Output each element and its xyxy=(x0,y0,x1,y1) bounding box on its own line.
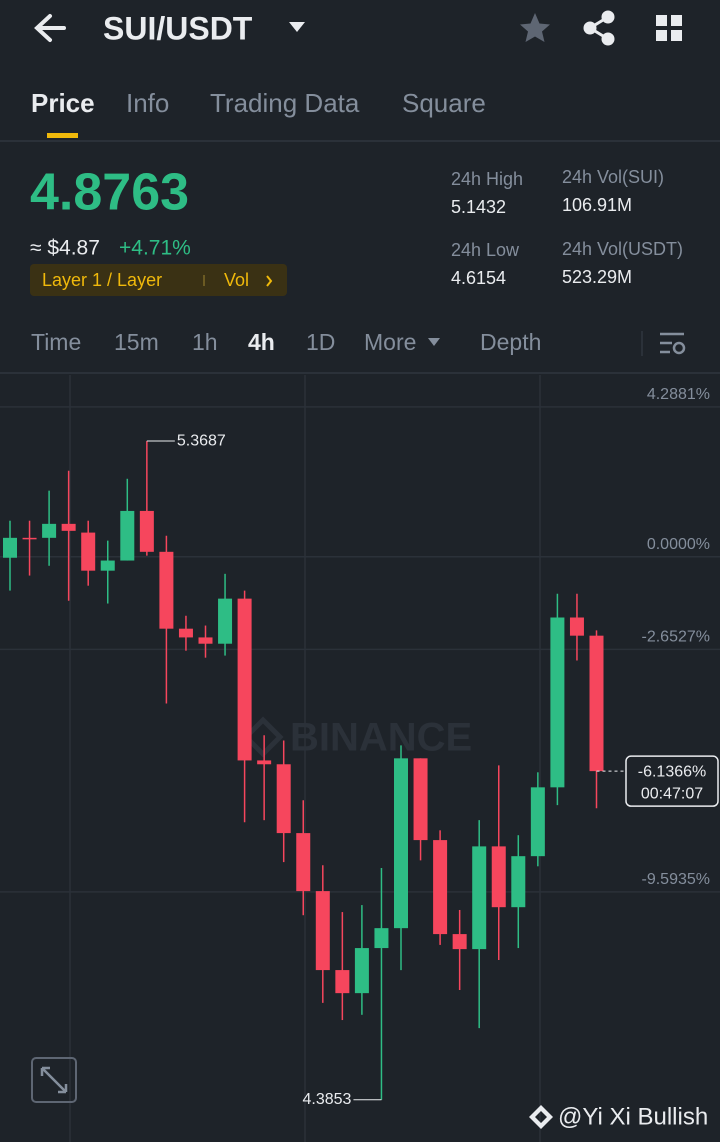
y-tick-label: -9.5935% xyxy=(642,871,711,888)
interval[interactable]: Time xyxy=(31,329,81,355)
candle-body xyxy=(81,532,96,571)
stat-value: 523.29M xyxy=(562,267,632,287)
candle-body xyxy=(569,617,584,636)
credit-logo xyxy=(529,1105,553,1129)
watermark-logo xyxy=(242,716,284,758)
candle-body xyxy=(589,635,604,772)
candle-body xyxy=(452,934,467,950)
candle-body xyxy=(491,846,506,908)
tab[interactable]: Square xyxy=(402,88,486,118)
stat-label: 24h High xyxy=(451,169,523,189)
current-price-box xyxy=(625,755,719,807)
pair-title[interactable]: SUI/USDT xyxy=(103,10,253,46)
candlestick-chart: 4.2881% 0.0000% -2.6527% -9.5935% 5.3687 4.38… xyxy=(0,386,720,1108)
tag-text[interactable]: Layer 1 / Layer xyxy=(42,270,162,290)
interval-active[interactable]: 4h xyxy=(248,329,275,355)
vertical-grid xyxy=(69,375,541,1142)
fullscreen-button[interactable] xyxy=(31,1057,77,1103)
candle-body xyxy=(100,560,115,571)
candle-body xyxy=(42,523,57,538)
back-button[interactable] xyxy=(34,14,66,42)
fullscreen-icon xyxy=(40,1066,68,1094)
more-dropdown[interactable] xyxy=(428,338,440,346)
price-change: +4.71% xyxy=(119,237,191,260)
interval[interactable]: 15m xyxy=(114,329,159,355)
candle-body xyxy=(61,523,76,531)
share-icon[interactable] xyxy=(583,10,615,46)
y-tick-label: 0.0000% xyxy=(647,536,710,553)
y-tick-label: -2.6527% xyxy=(642,629,711,646)
candle-body xyxy=(354,948,369,994)
candle-body xyxy=(472,846,487,950)
tab[interactable]: Price xyxy=(31,88,95,118)
candle-body xyxy=(139,510,154,552)
candle-body xyxy=(413,758,428,841)
candle-body xyxy=(511,856,526,908)
max-label: 5.3687 xyxy=(177,432,226,449)
stat-value: 5.1432 xyxy=(451,197,506,217)
candle-body xyxy=(530,787,545,857)
fiat-price: ≈ $4.87 xyxy=(30,237,100,260)
candle-body xyxy=(198,637,213,644)
min-label: 4.3853 xyxy=(303,1091,352,1108)
pair-dropdown[interactable] xyxy=(289,22,305,32)
tag-chevron xyxy=(266,275,273,287)
menu-icon[interactable] xyxy=(656,15,682,41)
interval[interactable]: Depth xyxy=(480,329,541,355)
candle-body xyxy=(120,510,135,561)
interval[interactable]: 1h xyxy=(192,329,218,355)
tag-link[interactable]: Vol xyxy=(224,270,249,290)
stat-value: 106.91M xyxy=(562,195,632,215)
credit: @Yi Xi Bullish xyxy=(558,1103,708,1130)
tab[interactable]: Info xyxy=(126,88,169,118)
candle-body xyxy=(257,760,272,765)
stat-label: 24h Vol(SUI) xyxy=(562,167,664,187)
tab[interactable]: Trading Data xyxy=(210,88,360,118)
candle-body xyxy=(3,537,17,558)
tag-chip[interactable] xyxy=(30,264,287,296)
interval[interactable]: 1D xyxy=(306,329,335,355)
chart-settings-icon[interactable] xyxy=(660,332,686,355)
candle-body xyxy=(374,928,389,949)
candle-body xyxy=(22,537,37,540)
candle-body xyxy=(178,628,193,638)
last-price: 4.8763 xyxy=(30,164,189,222)
watermark: BINANCE xyxy=(290,716,472,760)
candle-body xyxy=(296,833,311,892)
countdown: 00:47:07 xyxy=(641,785,703,802)
candle-body xyxy=(433,840,448,935)
stat-label: 24h Low xyxy=(451,240,520,260)
stat-label: 24h Vol(USDT) xyxy=(562,239,683,259)
candle-body xyxy=(315,891,330,971)
interval[interactable]: More xyxy=(364,329,416,355)
favorite-icon[interactable] xyxy=(520,13,550,42)
candle-body xyxy=(276,764,291,834)
candle-body xyxy=(237,598,252,761)
current-price-label: -6.1366% xyxy=(638,763,707,780)
candle-body xyxy=(394,758,408,929)
candle-body xyxy=(550,617,565,788)
candle-body xyxy=(335,970,350,994)
candle-body xyxy=(218,598,233,644)
stat-value: 4.6154 xyxy=(451,268,506,288)
candle-body xyxy=(159,551,174,629)
y-tick-label: 4.2881% xyxy=(647,386,710,403)
tab-indicator xyxy=(47,133,78,138)
